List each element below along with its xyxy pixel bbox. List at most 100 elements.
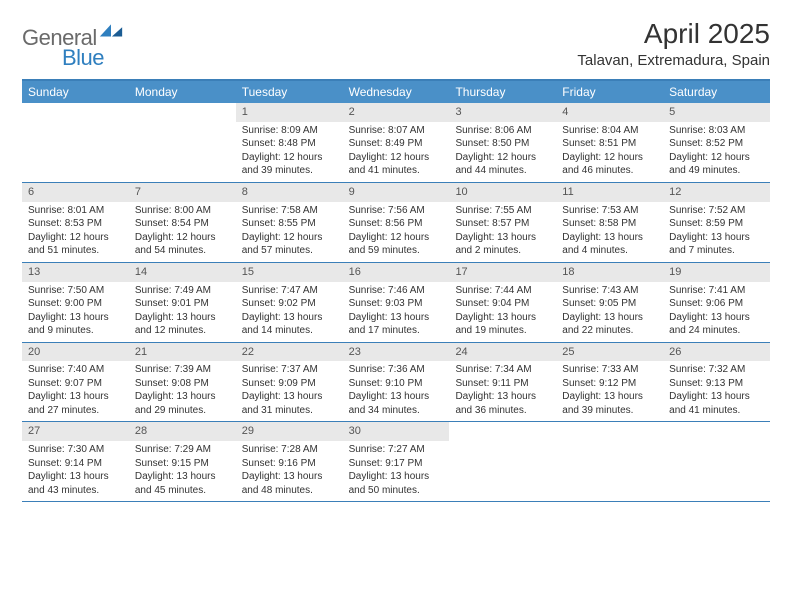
sunrise-line: Sunrise: 7:34 AM bbox=[455, 363, 550, 377]
sunrise-line: Sunrise: 7:40 AM bbox=[28, 363, 123, 377]
day-details: Sunrise: 7:49 AMSunset: 9:01 PMDaylight:… bbox=[129, 282, 236, 342]
day-details: Sunrise: 7:46 AMSunset: 9:03 PMDaylight:… bbox=[343, 282, 450, 342]
sunset-line: Sunset: 9:15 PM bbox=[135, 457, 230, 471]
daylight-line: Daylight: 13 hours and 45 minutes. bbox=[135, 470, 230, 497]
day-number: 16 bbox=[343, 263, 450, 282]
daylight-line: Daylight: 13 hours and 31 minutes. bbox=[242, 390, 337, 417]
week-row: 6Sunrise: 8:01 AMSunset: 8:53 PMDaylight… bbox=[22, 183, 770, 263]
day-cell: 18Sunrise: 7:43 AMSunset: 9:05 PMDayligh… bbox=[556, 263, 663, 342]
day-details: Sunrise: 8:00 AMSunset: 8:54 PMDaylight:… bbox=[129, 202, 236, 262]
sunrise-line: Sunrise: 7:56 AM bbox=[349, 204, 444, 218]
sunset-line: Sunset: 9:06 PM bbox=[669, 297, 764, 311]
sunset-line: Sunset: 9:01 PM bbox=[135, 297, 230, 311]
location-label: Talavan, Extremadura, Spain bbox=[577, 52, 770, 69]
day-details: Sunrise: 7:50 AMSunset: 9:00 PMDaylight:… bbox=[22, 282, 129, 342]
day-number: 3 bbox=[449, 103, 556, 122]
day-cell: 25Sunrise: 7:33 AMSunset: 9:12 PMDayligh… bbox=[556, 343, 663, 422]
day-number: 6 bbox=[22, 183, 129, 202]
day-number: 25 bbox=[556, 343, 663, 362]
day-details: Sunrise: 7:33 AMSunset: 9:12 PMDaylight:… bbox=[556, 361, 663, 421]
sunrise-line: Sunrise: 7:47 AM bbox=[242, 284, 337, 298]
sunset-line: Sunset: 9:04 PM bbox=[455, 297, 550, 311]
day-details: Sunrise: 8:07 AMSunset: 8:49 PMDaylight:… bbox=[343, 122, 450, 182]
day-header: Tuesday bbox=[236, 81, 343, 103]
page-header: GeneralBlue April 2025 Talavan, Extremad… bbox=[22, 18, 770, 71]
day-cell: 17Sunrise: 7:44 AMSunset: 9:04 PMDayligh… bbox=[449, 263, 556, 342]
day-cell bbox=[556, 422, 663, 501]
day-cell: 13Sunrise: 7:50 AMSunset: 9:00 PMDayligh… bbox=[22, 263, 129, 342]
daylight-line: Daylight: 13 hours and 12 minutes. bbox=[135, 311, 230, 338]
day-details: Sunrise: 7:34 AMSunset: 9:11 PMDaylight:… bbox=[449, 361, 556, 421]
weeks-container: 1Sunrise: 8:09 AMSunset: 8:48 PMDaylight… bbox=[22, 103, 770, 502]
day-header: Wednesday bbox=[343, 81, 450, 103]
day-details: Sunrise: 7:30 AMSunset: 9:14 PMDaylight:… bbox=[22, 441, 129, 501]
day-cell: 26Sunrise: 7:32 AMSunset: 9:13 PMDayligh… bbox=[663, 343, 770, 422]
day-number: 4 bbox=[556, 103, 663, 122]
daylight-line: Daylight: 13 hours and 19 minutes. bbox=[455, 311, 550, 338]
day-number: 11 bbox=[556, 183, 663, 202]
daylight-line: Daylight: 13 hours and 34 minutes. bbox=[349, 390, 444, 417]
sunrise-line: Sunrise: 7:33 AM bbox=[562, 363, 657, 377]
daylight-line: Daylight: 12 hours and 46 minutes. bbox=[562, 151, 657, 178]
daylight-line: Daylight: 12 hours and 59 minutes. bbox=[349, 231, 444, 258]
day-cell: 14Sunrise: 7:49 AMSunset: 9:01 PMDayligh… bbox=[129, 263, 236, 342]
day-details: Sunrise: 7:39 AMSunset: 9:08 PMDaylight:… bbox=[129, 361, 236, 421]
sunrise-line: Sunrise: 7:32 AM bbox=[669, 363, 764, 377]
day-cell: 29Sunrise: 7:28 AMSunset: 9:16 PMDayligh… bbox=[236, 422, 343, 501]
day-details: Sunrise: 7:44 AMSunset: 9:04 PMDaylight:… bbox=[449, 282, 556, 342]
sunrise-line: Sunrise: 7:28 AM bbox=[242, 443, 337, 457]
day-cell bbox=[449, 422, 556, 501]
day-cell: 9Sunrise: 7:56 AMSunset: 8:56 PMDaylight… bbox=[343, 183, 450, 262]
sunset-line: Sunset: 9:07 PM bbox=[28, 377, 123, 391]
logo: GeneralBlue bbox=[22, 22, 124, 71]
sunrise-line: Sunrise: 7:46 AM bbox=[349, 284, 444, 298]
sunrise-line: Sunrise: 8:01 AM bbox=[28, 204, 123, 218]
week-row: 1Sunrise: 8:09 AMSunset: 8:48 PMDaylight… bbox=[22, 103, 770, 183]
sunset-line: Sunset: 9:16 PM bbox=[242, 457, 337, 471]
day-number: 2 bbox=[343, 103, 450, 122]
day-details: Sunrise: 7:41 AMSunset: 9:06 PMDaylight:… bbox=[663, 282, 770, 342]
day-number: 21 bbox=[129, 343, 236, 362]
daylight-line: Daylight: 12 hours and 57 minutes. bbox=[242, 231, 337, 258]
day-cell: 4Sunrise: 8:04 AMSunset: 8:51 PMDaylight… bbox=[556, 103, 663, 182]
daylight-line: Daylight: 13 hours and 36 minutes. bbox=[455, 390, 550, 417]
week-row: 27Sunrise: 7:30 AMSunset: 9:14 PMDayligh… bbox=[22, 422, 770, 502]
day-details: Sunrise: 8:04 AMSunset: 8:51 PMDaylight:… bbox=[556, 122, 663, 182]
day-details: Sunrise: 7:29 AMSunset: 9:15 PMDaylight:… bbox=[129, 441, 236, 501]
day-number: 30 bbox=[343, 422, 450, 441]
sunrise-line: Sunrise: 8:00 AM bbox=[135, 204, 230, 218]
daylight-line: Daylight: 13 hours and 9 minutes. bbox=[28, 311, 123, 338]
daylight-line: Daylight: 13 hours and 48 minutes. bbox=[242, 470, 337, 497]
day-details: Sunrise: 7:55 AMSunset: 8:57 PMDaylight:… bbox=[449, 202, 556, 262]
day-details: Sunrise: 8:09 AMSunset: 8:48 PMDaylight:… bbox=[236, 122, 343, 182]
daylight-line: Daylight: 13 hours and 2 minutes. bbox=[455, 231, 550, 258]
sunset-line: Sunset: 8:50 PM bbox=[455, 137, 550, 151]
month-title: April 2025 bbox=[577, 18, 770, 50]
sunrise-line: Sunrise: 7:37 AM bbox=[242, 363, 337, 377]
daylight-line: Daylight: 12 hours and 51 minutes. bbox=[28, 231, 123, 258]
day-number: 27 bbox=[22, 422, 129, 441]
day-number: 9 bbox=[343, 183, 450, 202]
sunset-line: Sunset: 8:58 PM bbox=[562, 217, 657, 231]
day-number: 1 bbox=[236, 103, 343, 122]
sunrise-line: Sunrise: 7:55 AM bbox=[455, 204, 550, 218]
sunrise-line: Sunrise: 7:50 AM bbox=[28, 284, 123, 298]
daylight-line: Daylight: 13 hours and 43 minutes. bbox=[28, 470, 123, 497]
sunset-line: Sunset: 9:09 PM bbox=[242, 377, 337, 391]
day-number: 18 bbox=[556, 263, 663, 282]
sunrise-line: Sunrise: 8:03 AM bbox=[669, 124, 764, 138]
sunrise-line: Sunrise: 7:43 AM bbox=[562, 284, 657, 298]
day-header: Saturday bbox=[663, 81, 770, 103]
sunrise-line: Sunrise: 7:39 AM bbox=[135, 363, 230, 377]
day-details: Sunrise: 7:47 AMSunset: 9:02 PMDaylight:… bbox=[236, 282, 343, 342]
day-cell bbox=[129, 103, 236, 182]
day-details: Sunrise: 7:52 AMSunset: 8:59 PMDaylight:… bbox=[663, 202, 770, 262]
day-number: 10 bbox=[449, 183, 556, 202]
daylight-line: Daylight: 13 hours and 4 minutes. bbox=[562, 231, 657, 258]
day-cell: 22Sunrise: 7:37 AMSunset: 9:09 PMDayligh… bbox=[236, 343, 343, 422]
day-number: 13 bbox=[22, 263, 129, 282]
daylight-line: Daylight: 12 hours and 44 minutes. bbox=[455, 151, 550, 178]
sunrise-line: Sunrise: 7:58 AM bbox=[242, 204, 337, 218]
sunrise-line: Sunrise: 7:29 AM bbox=[135, 443, 230, 457]
day-number: 15 bbox=[236, 263, 343, 282]
